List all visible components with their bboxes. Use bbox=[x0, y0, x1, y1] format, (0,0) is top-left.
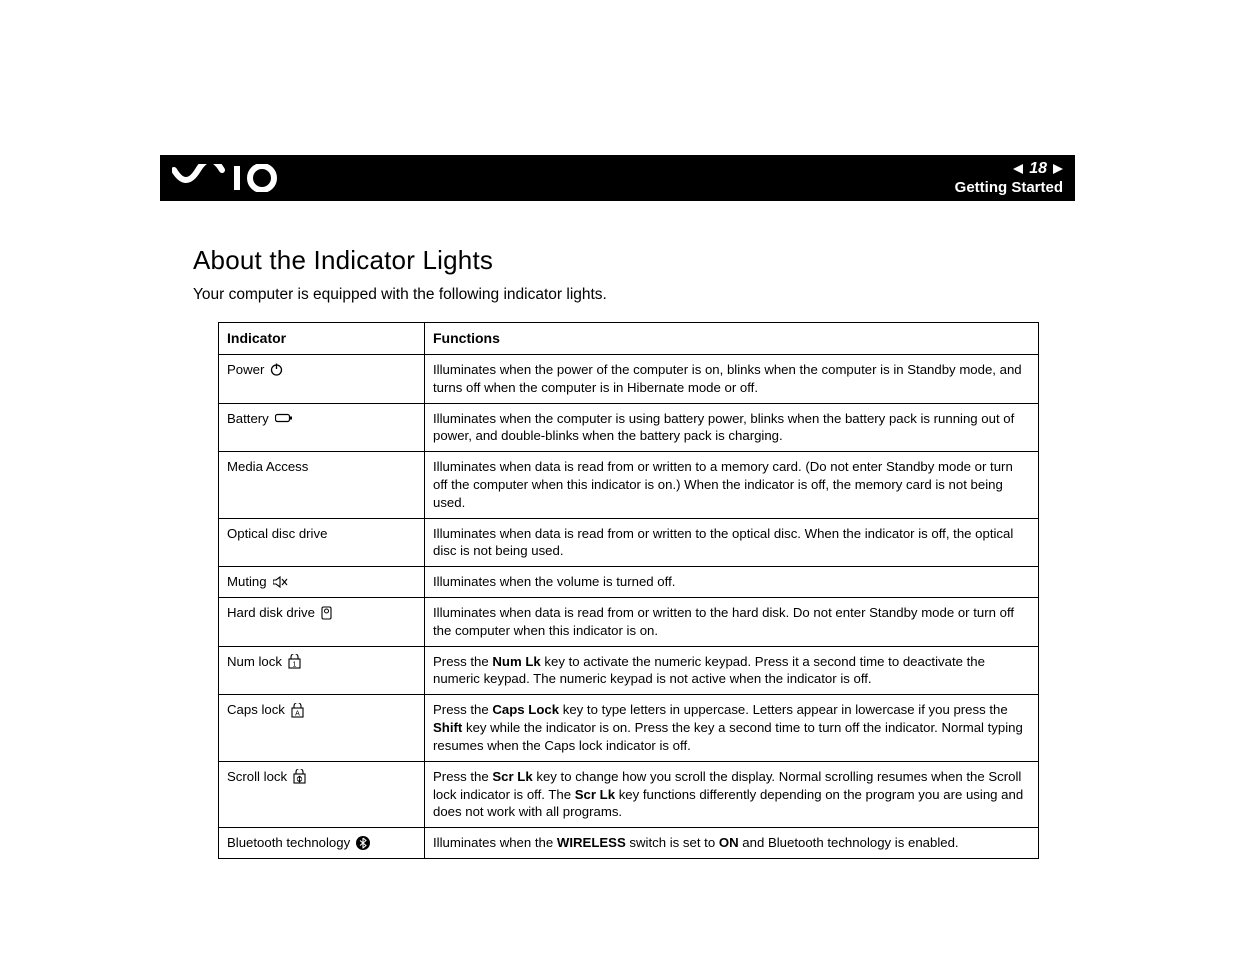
function-cell: Illuminates when the power of the comput… bbox=[425, 354, 1039, 403]
indicator-cell-optical: Optical disc drive bbox=[219, 518, 425, 567]
page: About the Indicator Lights Your computer… bbox=[0, 0, 1235, 919]
pager: 18 bbox=[955, 159, 1063, 179]
function-cell: Illuminates when data is read from or wr… bbox=[425, 452, 1039, 518]
table-row: Optical disc drive Illuminates when data… bbox=[219, 518, 1039, 567]
battery-icon bbox=[275, 413, 293, 423]
indicator-cell-muting: Muting bbox=[219, 567, 425, 598]
indicator-label: Power bbox=[227, 361, 264, 379]
svg-text:1: 1 bbox=[293, 662, 297, 669]
indicator-label: Optical disc drive bbox=[227, 526, 327, 541]
indicator-cell-numlock: Num lock 1 bbox=[219, 646, 425, 695]
indicator-cell-media: Media Access bbox=[219, 452, 425, 518]
indicator-label: Hard disk drive bbox=[227, 604, 315, 622]
vaio-logo bbox=[172, 164, 280, 192]
function-cell: Press the Num Lk key to activate the num… bbox=[425, 646, 1039, 695]
page-title: About the Indicator Lights bbox=[193, 245, 1075, 276]
header-bar: 18 Getting Started bbox=[160, 155, 1075, 201]
table-row: Scroll lock Press the Scr Lk key to chan… bbox=[219, 761, 1039, 827]
table-row: Power Illuminates when the power of the … bbox=[219, 354, 1039, 403]
intro-text: Your computer is equipped with the follo… bbox=[193, 286, 1075, 304]
section-title: Getting Started bbox=[955, 179, 1063, 198]
col-header-functions: Functions bbox=[425, 323, 1039, 355]
indicator-cell-scrolllock: Scroll lock bbox=[219, 761, 425, 827]
table-row: Hard disk drive Illuminates when data is… bbox=[219, 598, 1039, 647]
indicator-label: Media Access bbox=[227, 459, 308, 474]
vaio-logo-svg bbox=[172, 164, 280, 192]
numlock-icon: 1 bbox=[288, 654, 301, 669]
svg-text:A: A bbox=[295, 710, 300, 717]
table-row: Num lock 1 Press the Num Lk key to activ… bbox=[219, 646, 1039, 695]
function-cell: Illuminates when the volume is turned of… bbox=[425, 567, 1039, 598]
indicator-label: Muting bbox=[227, 573, 267, 591]
power-icon bbox=[270, 363, 283, 376]
indicator-cell-hdd: Hard disk drive bbox=[219, 598, 425, 647]
indicator-label: Caps lock bbox=[227, 701, 285, 719]
indicator-cell-capslock: Caps lock A bbox=[219, 695, 425, 761]
indicator-label: Battery bbox=[227, 410, 269, 428]
indicator-label: Num lock bbox=[227, 653, 282, 671]
function-cell: Press the Caps Lock key to type letters … bbox=[425, 695, 1039, 761]
indicator-cell-power: Power bbox=[219, 354, 425, 403]
indicator-cell-bluetooth: Bluetooth technology bbox=[219, 828, 425, 859]
col-header-indicator: Indicator bbox=[219, 323, 425, 355]
table-row: Muting Illuminates when the volume is tu… bbox=[219, 567, 1039, 598]
next-page-icon[interactable] bbox=[1053, 164, 1063, 174]
indicator-label: Scroll lock bbox=[227, 768, 287, 786]
capslock-icon: A bbox=[291, 703, 304, 718]
function-cell: Illuminates when the WIRELESS switch is … bbox=[425, 828, 1039, 859]
table-header-row: Indicator Functions bbox=[219, 323, 1039, 355]
scrolllock-icon bbox=[293, 769, 306, 784]
table-row: Media Access Illuminates when data is re… bbox=[219, 452, 1039, 518]
header-right: 18 Getting Started bbox=[955, 159, 1063, 198]
hdd-icon bbox=[321, 606, 332, 620]
function-cell: Press the Scr Lk key to change how you s… bbox=[425, 761, 1039, 827]
bluetooth-icon bbox=[356, 836, 370, 850]
function-cell: Illuminates when data is read from or wr… bbox=[425, 518, 1039, 567]
indicator-table: Indicator Functions Power bbox=[218, 322, 1039, 859]
mute-icon bbox=[273, 576, 288, 588]
prev-page-icon[interactable] bbox=[1013, 164, 1023, 174]
function-cell: Illuminates when the computer is using b… bbox=[425, 403, 1039, 452]
content: About the Indicator Lights Your computer… bbox=[160, 155, 1075, 859]
table-row: Caps lock A Press the Caps Lock key to t… bbox=[219, 695, 1039, 761]
table-row: Battery Illuminates when the computer is… bbox=[219, 403, 1039, 452]
function-cell: Illuminates when data is read from or wr… bbox=[425, 598, 1039, 647]
page-number: 18 bbox=[1029, 159, 1047, 179]
table-row: Bluetooth technology Illuminates when th… bbox=[219, 828, 1039, 859]
indicator-cell-battery: Battery bbox=[219, 403, 425, 452]
indicator-label: Bluetooth technology bbox=[227, 834, 350, 852]
